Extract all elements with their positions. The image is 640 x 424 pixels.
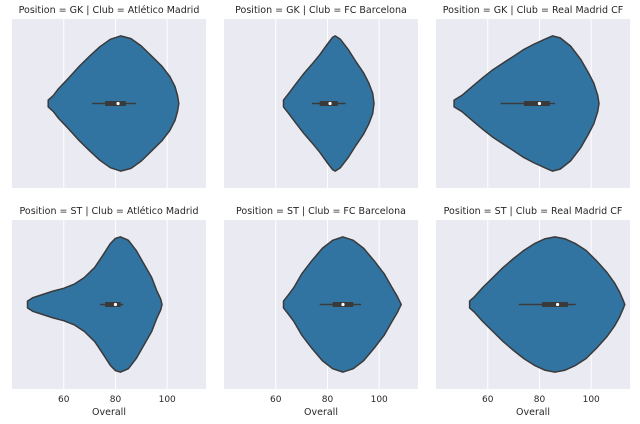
iqr-box [105, 101, 126, 106]
iqr-box [523, 101, 550, 106]
x-tick-label: 80 [534, 395, 546, 405]
median-dot [537, 101, 542, 106]
facet-title: Position = GK | Club = Real Madrid CF [443, 5, 623, 16]
median-dot [555, 302, 560, 307]
facet-panel: Position = ST | Club = FC Barcelona 60 80 1… [224, 206, 418, 418]
x-tick-label: 100 [159, 395, 176, 405]
facet-panel: Position = ST | Club = Atlético Madrid 60… [12, 206, 206, 418]
x-tick-label: 80 [322, 395, 334, 405]
x-tick-label: 100 [583, 395, 600, 405]
facet-title: Position = GK | Club = Atlético Madrid [19, 5, 200, 16]
facet-panel: Position = GK | Club = Real Madrid CF [436, 5, 630, 188]
facet-title: Position = ST | Club = Real Madrid CF [444, 206, 623, 217]
facet-panel: Position = GK | Club = FC Barcelona [224, 5, 418, 188]
x-tick-label: 80 [110, 395, 122, 405]
x-tick-label: 60 [58, 395, 70, 405]
iqr-box [105, 302, 121, 307]
median-dot [341, 302, 345, 307]
facet-title: Position = ST | Club = FC Barcelona [236, 206, 406, 217]
x-tick-label: 60 [482, 395, 494, 405]
iqr-box [542, 302, 568, 307]
facet-panel: Position = GK | Club = Atlético Madrid [12, 5, 206, 188]
x-tick-label: 100 [371, 395, 388, 405]
median-dot [113, 302, 118, 307]
median-dot [116, 101, 120, 106]
x-tick-label: 60 [270, 395, 282, 405]
x-axis-label: Overall [92, 407, 126, 418]
facet-panel: Position = ST | Club = Real Madrid CF 60 8… [436, 206, 630, 418]
x-axis-label: Overall [304, 407, 338, 418]
x-axis-label: Overall [516, 407, 550, 418]
facet-title: Position = GK | Club = FC Barcelona [235, 5, 407, 16]
violin-body [26, 236, 163, 373]
facet-title: Position = ST | Club = Atlético Madrid [20, 206, 199, 217]
median-dot [328, 101, 332, 106]
